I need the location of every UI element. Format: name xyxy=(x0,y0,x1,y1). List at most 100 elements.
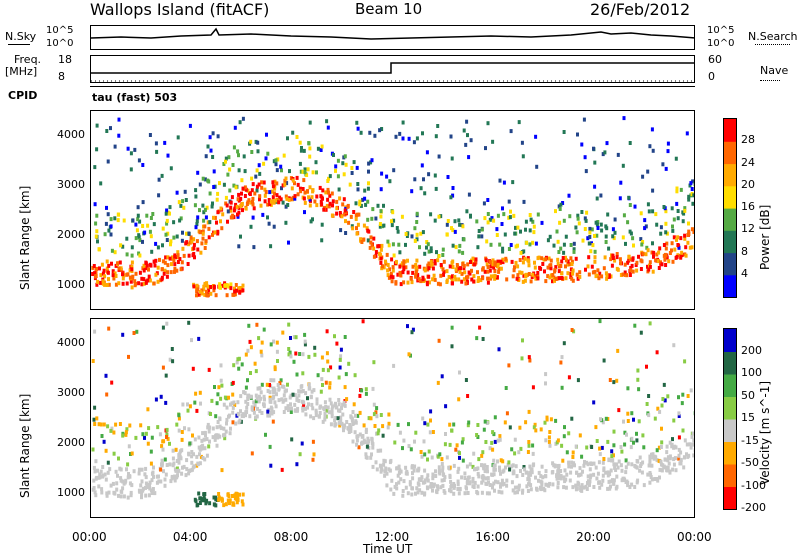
nave-legend-line xyxy=(760,80,780,81)
power-cell xyxy=(96,239,99,243)
power-cell xyxy=(438,254,441,258)
velocity-cell xyxy=(630,437,633,441)
power-cell xyxy=(260,204,263,208)
nsky-label: N.Sky xyxy=(5,30,36,43)
power-cell xyxy=(675,202,678,206)
velocity-cell xyxy=(224,396,227,400)
velocity-cell xyxy=(220,363,223,367)
velocity-cell xyxy=(537,479,540,483)
velocity-cell xyxy=(449,480,452,484)
power-cell xyxy=(391,210,394,214)
power-cell xyxy=(239,197,242,201)
power-cell xyxy=(167,154,170,158)
power-cell xyxy=(264,194,267,198)
power-cell xyxy=(510,243,513,247)
power-cell xyxy=(664,222,667,226)
velocity-cell xyxy=(273,400,276,404)
velocity-cell xyxy=(293,360,296,364)
velocity-cell xyxy=(691,443,694,447)
power-cell xyxy=(199,230,202,234)
power-cell xyxy=(563,243,566,247)
velocity-cell xyxy=(207,444,210,448)
power-cell xyxy=(322,208,325,212)
power-cell xyxy=(134,223,137,227)
power-cell xyxy=(496,233,499,237)
power-cell xyxy=(623,213,626,217)
velocity-cell xyxy=(598,460,601,464)
power-cell xyxy=(185,198,188,202)
power-cell xyxy=(558,221,561,225)
velocity-cell xyxy=(505,484,508,488)
velocity-cell xyxy=(477,485,480,489)
power-cell xyxy=(595,221,598,225)
power-cell xyxy=(440,263,443,267)
velocity-cell xyxy=(648,481,651,485)
power-cell xyxy=(355,121,358,125)
velocity-cell xyxy=(612,443,615,447)
velocity-cell xyxy=(161,463,164,467)
velocity-cell xyxy=(548,440,551,444)
velocity-cell xyxy=(292,393,295,397)
velocity-cell xyxy=(223,403,226,407)
power-cell xyxy=(477,234,480,238)
velocity-cell xyxy=(316,401,319,405)
power-cell xyxy=(667,259,670,263)
velocity-cell xyxy=(152,466,155,470)
power-cell xyxy=(352,210,355,214)
power-cell xyxy=(568,194,571,198)
velocity-cell xyxy=(181,403,184,407)
power-cell xyxy=(459,270,462,274)
power-cell xyxy=(246,202,249,206)
power-cell xyxy=(619,196,622,200)
colorbar-segment xyxy=(724,487,736,510)
velocity-cell xyxy=(572,451,575,455)
power-cell xyxy=(212,131,215,135)
velocity-cell xyxy=(582,464,585,468)
velocity-cell xyxy=(589,467,592,471)
power-cell xyxy=(415,220,418,224)
power-cell xyxy=(181,239,184,243)
x-tick-label: 20:00 xyxy=(576,530,611,544)
power-cell xyxy=(575,257,578,261)
power-cell xyxy=(250,150,253,154)
velocity-cell xyxy=(408,352,411,356)
power-cell xyxy=(223,284,226,288)
power-cell xyxy=(205,215,208,219)
velocity-cell xyxy=(116,474,119,478)
power-cell xyxy=(236,205,239,209)
power-cell xyxy=(568,214,571,218)
velocity-cell xyxy=(101,434,104,438)
power-cell xyxy=(654,212,657,216)
velocity-cell xyxy=(178,461,181,465)
velocity-cell xyxy=(616,349,619,353)
velocity-cell xyxy=(272,396,275,400)
power-cell xyxy=(237,211,240,215)
power-cell xyxy=(629,203,632,207)
velocity-cell xyxy=(333,334,336,338)
power-cell xyxy=(196,248,199,252)
power-cell xyxy=(629,268,632,272)
velocity-cell xyxy=(687,394,690,398)
power-cell xyxy=(490,243,493,247)
velocity-cell xyxy=(452,492,455,496)
power-cell xyxy=(212,216,215,220)
velocity-cell xyxy=(121,434,124,438)
nave-label: Nave xyxy=(760,64,788,77)
velocity-cell xyxy=(561,459,564,463)
power-cell xyxy=(447,175,450,179)
power-cell xyxy=(594,250,597,254)
power-cell xyxy=(149,263,152,267)
power-cell xyxy=(592,270,595,274)
colorbar-segment xyxy=(724,419,736,442)
power-cell xyxy=(435,134,438,138)
velocity-cell xyxy=(276,350,279,354)
velocity-cell xyxy=(133,331,136,335)
velocity-cell xyxy=(566,450,569,454)
power-cell xyxy=(649,260,652,264)
power-cell xyxy=(573,250,576,254)
power-cell xyxy=(501,222,504,226)
power-cell xyxy=(447,219,450,223)
power-cell xyxy=(257,149,260,153)
velocity-cell xyxy=(365,387,368,391)
velocity-cell xyxy=(635,432,638,436)
